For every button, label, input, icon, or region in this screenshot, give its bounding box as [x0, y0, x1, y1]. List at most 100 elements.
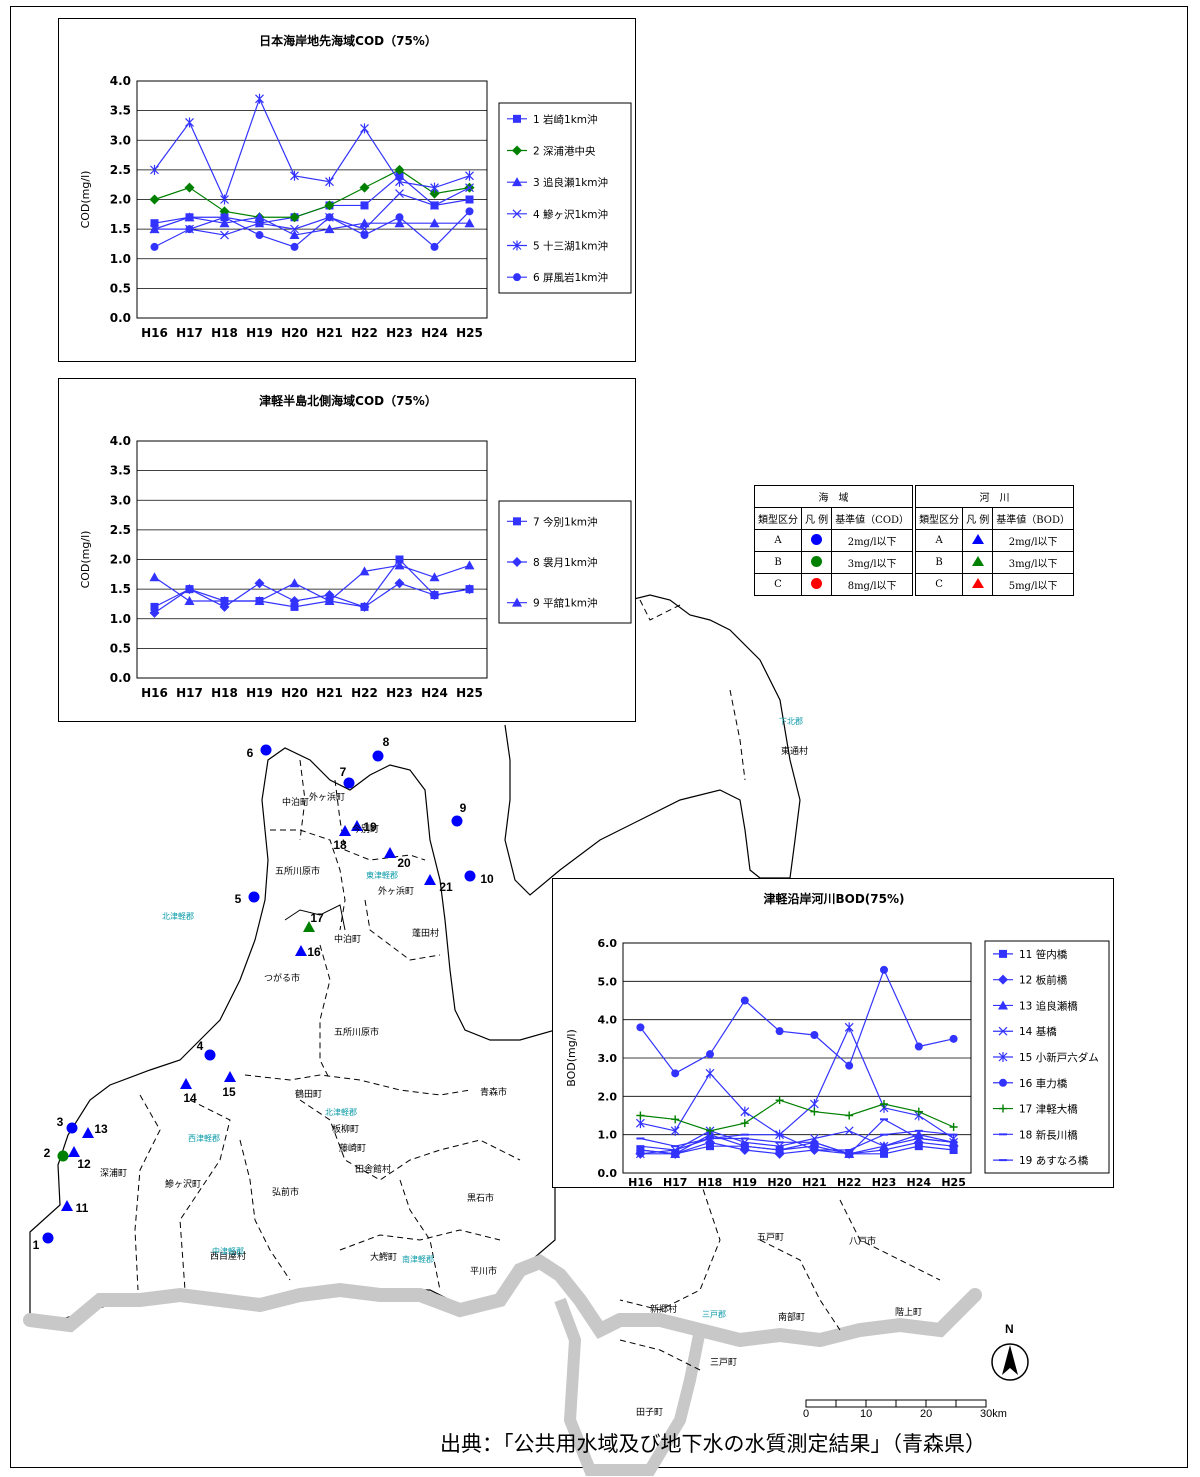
chart-tsugaru-north-cod: 津軽半島北側海域COD（75%） 0.0 0.5 1.0 1.5 2.0 2.5 3.0 3.5… [58, 378, 636, 722]
sea-type: A [754, 529, 802, 552]
data-point [290, 242, 299, 251]
series-line [154, 582, 470, 614]
series-5 [150, 93, 474, 205]
station-label: 6 [247, 746, 254, 760]
legend-marker [998, 974, 1008, 985]
y-tick-label: 3.0 [110, 133, 131, 147]
y-tick-label: 4.0 [110, 74, 131, 88]
y-tick-label: 1.0 [598, 1129, 618, 1142]
data-point [880, 1100, 888, 1108]
legend-item: 14 基橋 [993, 1025, 1057, 1038]
col-header: 類型区分 [754, 507, 802, 530]
y-axis-label: BOD(mg/l) [565, 1029, 578, 1087]
series-line [154, 564, 470, 602]
station-triangle-icon [82, 1127, 94, 1138]
legend-item: 6 屏風岩1km沖 [507, 271, 608, 284]
blue-triangle-icon [971, 534, 984, 544]
legend-marker [513, 114, 521, 123]
data-point [289, 578, 300, 588]
y-tick-label: 0.5 [110, 641, 131, 655]
legend-label: 13 追良瀬橋 [1019, 999, 1078, 1012]
data-point [149, 607, 160, 618]
chart-title: 津軽半島北側海域COD（75%） [259, 393, 437, 408]
series-line [640, 1025, 954, 1140]
river-type: C [915, 573, 964, 596]
series-line [640, 1141, 954, 1155]
x-tick-label: H17 [176, 326, 203, 340]
col-header: 凡 例 [962, 507, 994, 530]
data-point [150, 242, 159, 251]
sea-type: C [754, 573, 802, 596]
y-tick-label: 2.0 [598, 1090, 618, 1103]
series-6 [150, 207, 474, 251]
scale-tick-label: 0 [803, 1408, 810, 1420]
data-point [395, 171, 404, 180]
legend-marker [999, 1104, 1007, 1113]
legend-marker [512, 597, 522, 607]
legend-item: 12 板前橋 [993, 974, 1068, 987]
data-point [395, 176, 404, 187]
legend-item: 15 小新戸六ダム [993, 1051, 1099, 1064]
y-tick-label: 1.5 [110, 582, 131, 596]
data-point [255, 93, 264, 104]
legend-marker [998, 1052, 1008, 1062]
place-name: 外ヶ浜町 [309, 792, 346, 802]
data-point [324, 224, 335, 234]
data-point [150, 602, 159, 611]
data-point [464, 218, 475, 228]
district-name: 三戸郡 [702, 1310, 726, 1319]
station-triangle-icon [295, 945, 307, 956]
legend-item: 17 津軽大橋 [993, 1103, 1078, 1116]
x-tick-label: H22 [351, 326, 378, 340]
series-5 [635, 1022, 959, 1144]
station-label: 4 [197, 1039, 204, 1053]
series-4 [150, 183, 474, 240]
data-point [360, 231, 369, 240]
place-name: 西目屋村 [210, 1251, 247, 1261]
data-point [219, 595, 230, 605]
y-tick-label: 0.0 [598, 1167, 618, 1180]
legend-item: 5 十三湖1km沖 [507, 240, 608, 253]
data-point [395, 213, 404, 222]
data-point [809, 1099, 819, 1109]
data-point [844, 1126, 854, 1136]
data-point [671, 1115, 680, 1124]
data-point [465, 207, 474, 216]
data-point [394, 578, 405, 589]
red-triangle-icon [971, 578, 984, 588]
legend-label: 15 小新戸六ダム [1019, 1051, 1099, 1064]
station-15: 15 [222, 1071, 236, 1099]
series-line [154, 187, 470, 236]
data-point [810, 1031, 819, 1039]
legend-item: 19 あすなろ橋 [993, 1154, 1089, 1167]
blue-circle-icon [811, 533, 823, 545]
x-tick-label: H19 [246, 686, 273, 700]
col-header: 基準値（COD） [831, 507, 914, 530]
data-point [430, 201, 439, 210]
data-point [184, 182, 195, 193]
station-triangle-icon [424, 874, 436, 885]
data-point [429, 188, 440, 199]
legend-marker [512, 557, 522, 567]
data-point [429, 590, 440, 601]
data-point [464, 584, 475, 595]
scale-tick-label: 20 [920, 1408, 933, 1420]
station-triangle-icon [303, 921, 315, 932]
station-circle-icon [248, 891, 260, 903]
series-line [639, 968, 954, 1075]
x-tick-label: H18 [211, 326, 238, 340]
place-name: 東通村 [781, 746, 809, 756]
y-axis-label: COD(mg/l) [79, 531, 92, 589]
data-point [185, 117, 194, 128]
data-point [254, 595, 265, 605]
data-point [914, 1107, 923, 1116]
station-triangle-icon [351, 820, 363, 831]
data-point [394, 164, 405, 175]
data-point [360, 123, 369, 134]
legend-marker [512, 145, 522, 156]
sea-type: B [754, 551, 802, 574]
sea-header: 海 域 [753, 485, 914, 508]
legend-marker [999, 1078, 1007, 1087]
legend-label: 17 津軽大橋 [1019, 1103, 1078, 1116]
